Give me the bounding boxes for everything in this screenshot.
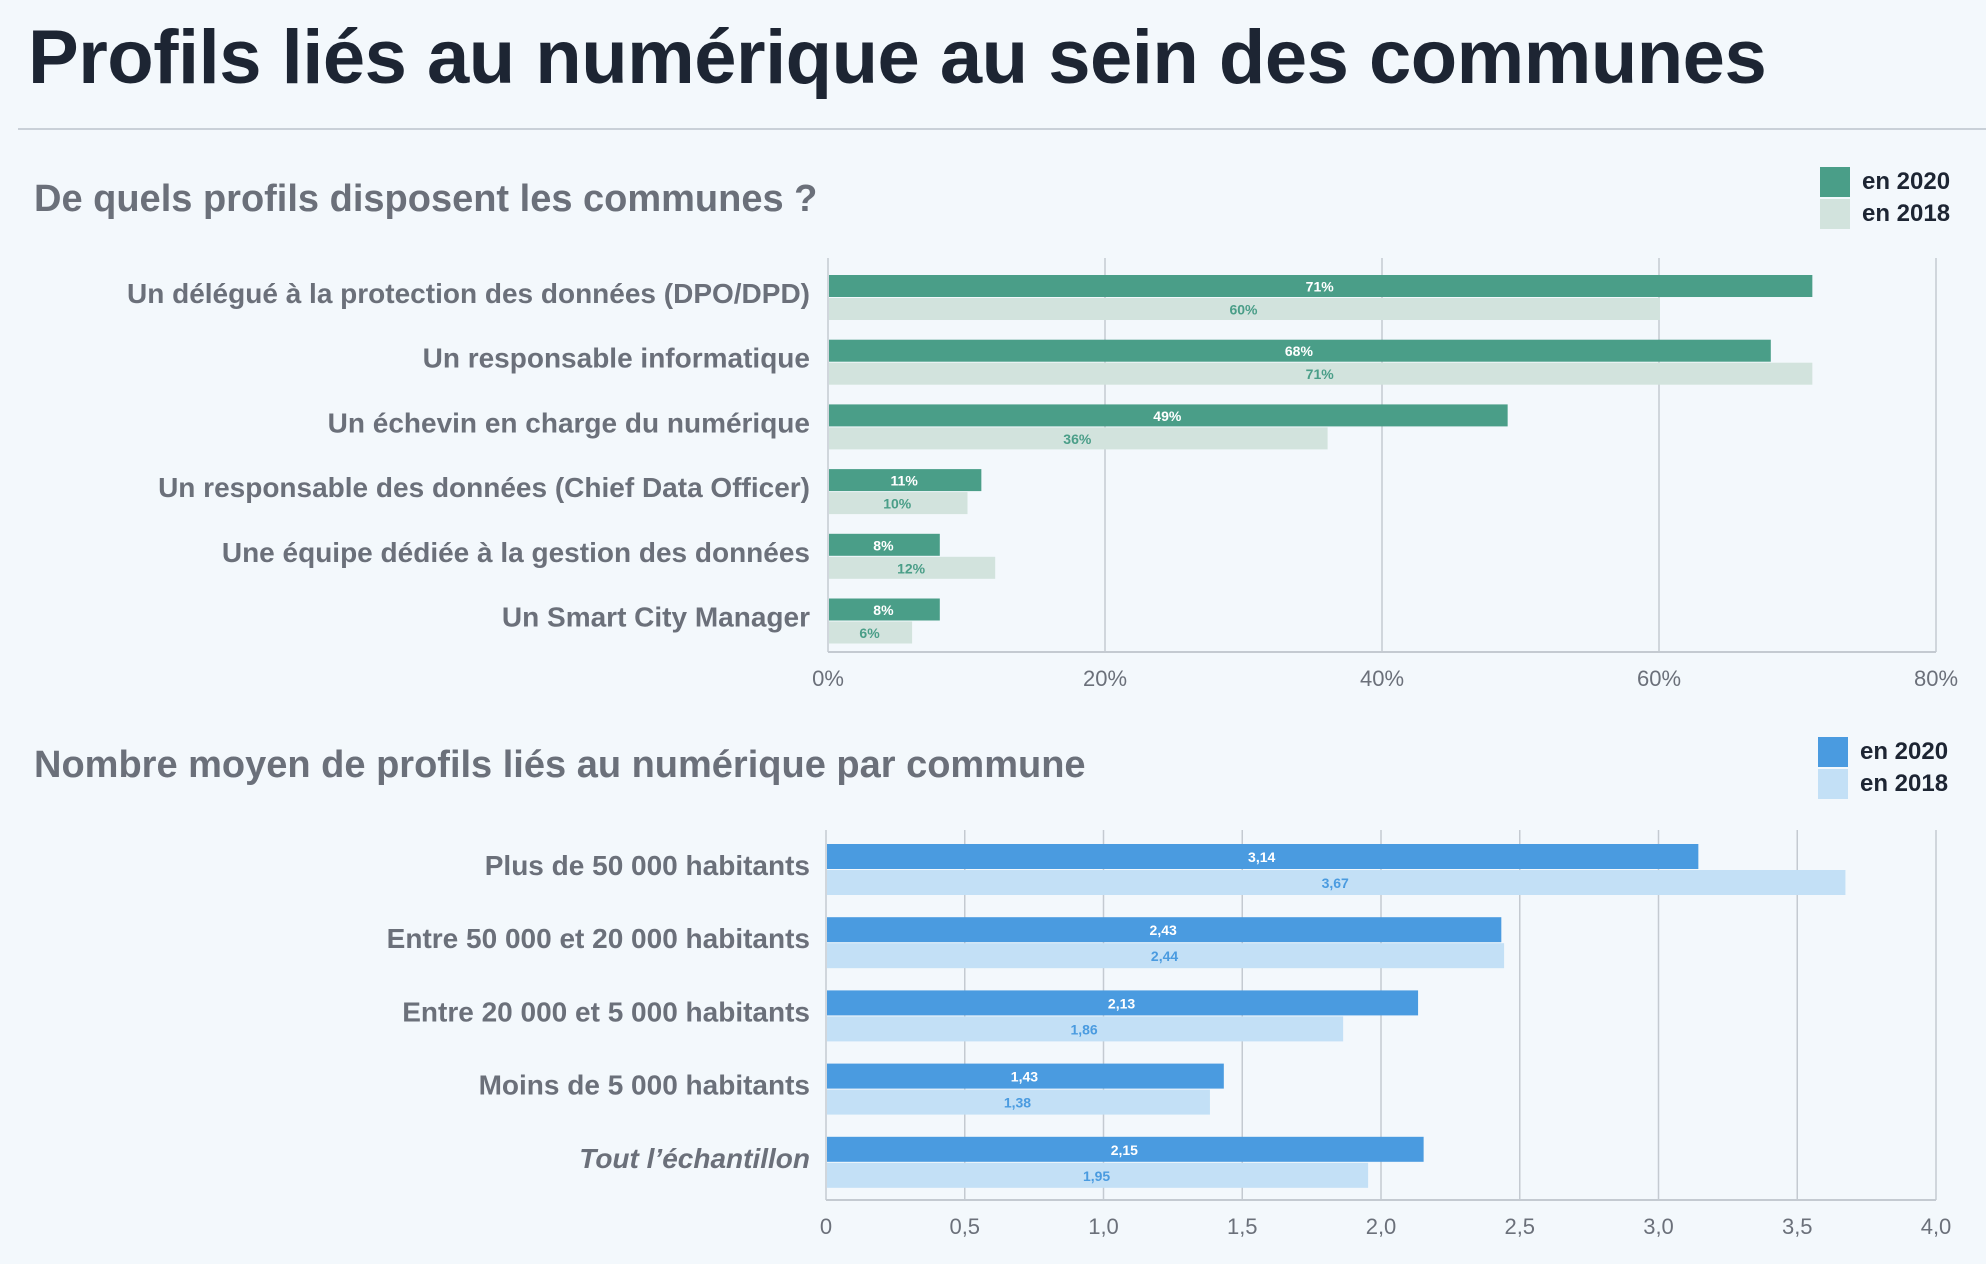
chart-1-legend-swatch-2020 xyxy=(1820,167,1850,197)
chart-2-legend-item-2018: en 2018 xyxy=(1818,768,1948,800)
chart-1-data-label: 68% xyxy=(1285,343,1314,359)
chart-1-legend-label-2018: en 2018 xyxy=(1862,200,1951,227)
chart-2-data-label: 2,43 xyxy=(1150,922,1177,938)
chart-1-bar-en-2018 xyxy=(829,427,1328,450)
chart-1-category-label: Un responsable informatique xyxy=(423,343,810,374)
chart-1-category-label: Un délégué à la protection des données (… xyxy=(127,278,810,309)
chart-1-data-label: 71% xyxy=(1306,279,1335,295)
chart-1-data-label: 8% xyxy=(873,602,894,618)
chart-1-bar-en-2020 xyxy=(829,469,982,492)
chart-1-bar-en-2018 xyxy=(829,298,1660,320)
chart-1-data-label: 10% xyxy=(883,496,912,512)
chart-2-category-label: Plus de 50 000 habitants xyxy=(485,850,810,881)
chart-2-legend-swatch-2020 xyxy=(1818,737,1848,767)
chart-1-bar-en-2018 xyxy=(829,492,968,515)
chart-2-data-label: 3,67 xyxy=(1322,875,1349,891)
chart-2-data-label: 1,95 xyxy=(1083,1168,1110,1184)
chart-1-x-tick-label: 0% xyxy=(812,666,844,691)
chart-1-bar-en-2020 xyxy=(829,533,940,556)
chart-1-legend: en 2020 en 2018 xyxy=(1820,166,1950,230)
chart-2-bar-en-2018 xyxy=(827,870,1846,895)
chart-2-x-tick-label: 4,0 xyxy=(1921,1214,1952,1239)
chart-1-data-label: 36% xyxy=(1063,431,1092,447)
chart-2-bar-en-2020 xyxy=(827,844,1699,869)
chart-1-legend-item-2020: en 2020 xyxy=(1820,166,1950,198)
chart-1-x-tick-label: 80% xyxy=(1914,666,1958,691)
chart-2-legend-label-2018: en 2018 xyxy=(1860,770,1949,797)
chart-2-x-tick-label: 3,0 xyxy=(1643,1214,1674,1239)
chart-1-x-tick-label: 40% xyxy=(1360,666,1404,691)
chart-1-x-tick-label: 60% xyxy=(1637,666,1681,691)
chart-2-legend-swatch-2018 xyxy=(1818,769,1848,799)
chart-1-data-label: 71% xyxy=(1306,366,1335,382)
chart-1-plot: 0% 20% 40% 60% 80% Un délégué à la protection… xyxy=(127,258,1958,691)
chart-1-bar-en-2018 xyxy=(829,556,996,579)
chart-2-x-tick-label: 1,5 xyxy=(1227,1214,1258,1239)
chart-2-bar-en-2020 xyxy=(827,917,1502,943)
chart-2-title: Nombre moyen de profils liés au numériqu… xyxy=(34,744,1086,786)
chart-1-data-label: 12% xyxy=(897,560,926,576)
chart-2-data-label: 2,13 xyxy=(1108,995,1135,1011)
chart-1-category-label: Une équipe dédiée à la gestion des donné… xyxy=(222,537,810,568)
chart-2-x-tick-label: 0,5 xyxy=(949,1214,980,1239)
chart-1-bar-en-2018 xyxy=(829,621,913,644)
chart-2-bar-en-2018 xyxy=(827,1162,1369,1188)
chart-1-x-tick-label: 20% xyxy=(1083,666,1127,691)
chart-2-bar-en-2018 xyxy=(827,1016,1344,1042)
chart-2-data-label: 1,38 xyxy=(1004,1095,1031,1111)
chart-2-category-label: Moins de 5 000 habitants xyxy=(479,1070,810,1101)
chart-2-x-tick-label: 3,5 xyxy=(1782,1214,1813,1239)
chart-1-category-label: Un échevin en charge du numérique xyxy=(328,407,810,438)
chart-2-category-label: Entre 50 000 et 20 000 habitants xyxy=(387,923,810,954)
chart-1-category-label: Un responsable des données (Chief Data O… xyxy=(158,472,810,503)
chart-1-title: De quels profils disposent les communes … xyxy=(34,178,818,220)
page-title: Profils liés au numérique au sein des co… xyxy=(28,15,1767,100)
chart-2-legend-item-2020: en 2020 xyxy=(1818,736,1948,768)
chart-2-data-label: 1,43 xyxy=(1011,1069,1038,1085)
chart-2-legend-label-2020: en 2020 xyxy=(1860,738,1949,765)
chart-1-bar-en-2020 xyxy=(829,275,1813,297)
chart-1-legend-label-2020: en 2020 xyxy=(1862,168,1951,195)
chart-2-bar-en-2020 xyxy=(827,1063,1224,1089)
chart-2-data-label: 3,14 xyxy=(1248,849,1275,865)
chart-1-bar-en-2020 xyxy=(829,404,1508,427)
chart-1-category-label: Un Smart City Manager xyxy=(502,602,810,633)
chart-2-bar-en-2020 xyxy=(827,990,1419,1016)
chart-1-bar-en-2020 xyxy=(829,339,1771,362)
chart-2-x-tick-label: 1,0 xyxy=(1088,1214,1119,1239)
chart-1-bar-en-2018 xyxy=(829,362,1813,385)
chart-1-data-label: 8% xyxy=(873,537,894,553)
chart-2-x-tick-label: 0 xyxy=(820,1214,832,1239)
chart-1-data-label: 6% xyxy=(859,625,880,641)
chart-2-data-label: 2,15 xyxy=(1111,1142,1138,1158)
chart-2-category-label: Tout l’échantillon xyxy=(579,1143,810,1174)
chart-1-data-label: 60% xyxy=(1229,302,1258,318)
chart-1-bar-en-2020 xyxy=(829,598,940,621)
chart-1-data-label: 49% xyxy=(1153,408,1182,424)
chart-2-bar-en-2018 xyxy=(827,1089,1210,1115)
chart-1-legend-item-2018: en 2018 xyxy=(1820,198,1950,230)
chart-2-data-label: 1,86 xyxy=(1070,1021,1097,1037)
chart-2-x-tick-label: 2,5 xyxy=(1504,1214,1535,1239)
chart-2-bar-en-2018 xyxy=(827,943,1505,969)
chart-2-category-label: Entre 20 000 et 5 000 habitants xyxy=(402,996,810,1027)
chart-2-bar-en-2020 xyxy=(827,1136,1424,1162)
chart-1-data-label: 11% xyxy=(891,473,919,489)
chart-1-legend-swatch-2018 xyxy=(1820,199,1850,229)
chart-2-legend: en 2020 en 2018 xyxy=(1818,736,1948,800)
title-divider xyxy=(18,128,1986,130)
chart-2-data-label: 2,44 xyxy=(1151,948,1178,964)
chart-2-x-tick-label: 2,0 xyxy=(1366,1214,1397,1239)
